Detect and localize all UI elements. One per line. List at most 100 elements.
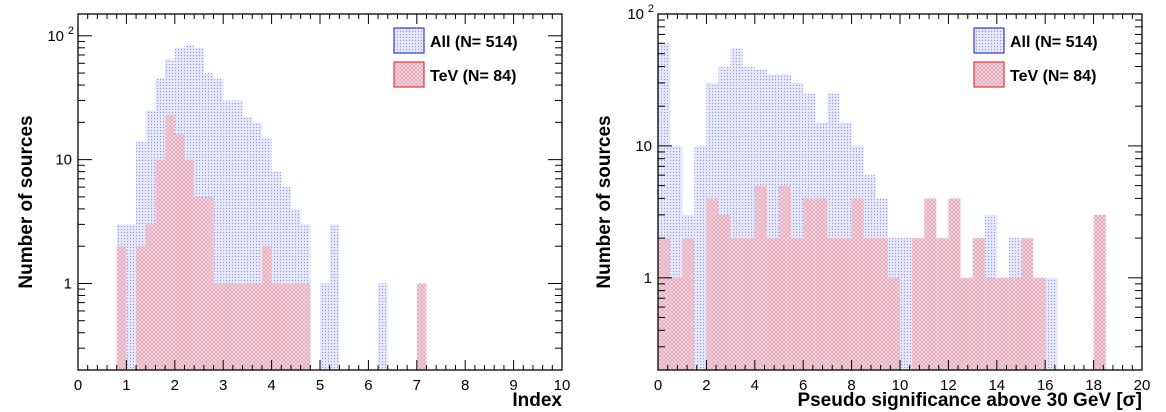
bar-tev: [116, 246, 127, 370]
bar-all: [242, 117, 253, 370]
x-tick-label: 14: [988, 377, 1005, 394]
bar-tev: [815, 198, 828, 370]
x-tick-label: 9: [509, 377, 517, 394]
legend-swatch-all: [393, 27, 425, 54]
bar-tev: [184, 159, 195, 370]
legend-swatch-tev: [973, 61, 1005, 88]
y-tick-label: 1: [644, 270, 652, 287]
bar-all: [232, 100, 243, 371]
bar-all: [223, 100, 233, 371]
chart-right-significance-histogram: 0 2 4 6 8 10 12 14 16 18 20 1 10 10 2 All (N= 514) Te…: [594, 3, 1150, 411]
x-tick-label: 8: [847, 377, 855, 394]
x-tick-label: 20: [1134, 377, 1151, 394]
legend-label-all: All (N= 514): [430, 34, 518, 51]
legend-swatch-all: [973, 27, 1005, 54]
x-axis-ticks: 0 1 2 3 4 5 6 7 8 9 10: [74, 14, 571, 394]
chart-left-index-histogram: 0 1 2 3 4 5 6 7 8 9 10 1 10 10 2 All (N= 514) TeV (N=…: [16, 13, 571, 411]
bar-tev: [203, 196, 214, 370]
bar-all: [378, 283, 388, 370]
x-axis-ticks: 0 2 4 6 8 10 12 14 16 18 20: [654, 14, 1151, 394]
bar-tev: [718, 214, 731, 370]
bar-tev: [863, 238, 876, 370]
x-tick-label: 12: [940, 377, 957, 394]
bar-tev: [682, 238, 695, 370]
y-tick-label: 10 2: [47, 25, 74, 45]
bar-tev: [948, 198, 961, 370]
bar-tev: [290, 283, 301, 370]
legend-label-all: All (N= 514): [1010, 34, 1098, 51]
x-tick-label: 2: [171, 377, 179, 394]
y-tick-label: 10: [635, 138, 652, 155]
bar-tev: [1008, 277, 1021, 370]
bar-tev: [670, 277, 683, 370]
bar-tev: [827, 238, 840, 370]
bar-tev: [984, 277, 997, 370]
x-axis-title: Pseudo significance above 30 GeV [σ]: [797, 390, 1142, 411]
legend: All (N= 514) TeV (N= 84): [973, 27, 1098, 88]
bar-all: [329, 224, 340, 370]
bar-tev: [658, 238, 671, 370]
x-tick-label: 3: [219, 377, 227, 394]
y-tick-label: 10 2: [627, 3, 654, 23]
x-tick-label: 6: [364, 377, 372, 394]
bar-tev: [766, 238, 779, 370]
x-tick-label: 4: [267, 377, 275, 394]
bar-tev: [887, 277, 900, 370]
bar-tev: [730, 238, 743, 370]
x-tick-label: 5: [316, 377, 324, 394]
x-tick-label: 7: [413, 377, 421, 394]
bar-tev: [194, 196, 204, 370]
bar-tev: [960, 277, 973, 370]
bar-tev: [232, 283, 243, 370]
x-tick-label: 1: [122, 377, 130, 394]
series-tev-bars: [658, 185, 1106, 370]
x-tick-label: 2: [702, 377, 710, 394]
bar-tev: [145, 224, 156, 370]
bar-all: [320, 283, 330, 370]
bar-tev: [281, 283, 291, 370]
bar-tev: [742, 238, 755, 370]
x-tick-label: 6: [799, 377, 807, 394]
x-axis-title: Index: [512, 390, 562, 411]
bar-tev: [223, 283, 233, 370]
bar-all: [271, 171, 282, 370]
bar-tev: [839, 238, 852, 370]
bar-tev: [936, 238, 949, 370]
bar-all: [900, 238, 913, 370]
x-tick-label: 16: [1037, 377, 1054, 394]
x-tick-label: 10: [554, 377, 571, 394]
bar-tev: [300, 283, 311, 370]
series-tev-bars: [116, 114, 427, 370]
bar-tev: [1021, 238, 1034, 370]
bar-tev: [912, 238, 925, 370]
bar-all: [1045, 277, 1058, 370]
bar-tev: [851, 198, 864, 370]
legend-swatch-tev: [393, 61, 425, 88]
y-tick-label: 1: [64, 275, 72, 292]
bar-tev: [416, 283, 427, 370]
legend-label-tev: TeV (N= 84): [430, 68, 516, 85]
bar-all: [126, 224, 137, 370]
x-tick-label: 10: [892, 377, 909, 394]
bar-tev: [996, 277, 1009, 370]
bar-tev: [779, 185, 792, 370]
bar-all: [213, 78, 224, 371]
y-tick-exponent: 2: [68, 25, 74, 37]
bar-tev: [924, 198, 937, 370]
bar-tev: [1033, 277, 1046, 370]
bar-tev: [791, 238, 804, 370]
bar-tev: [754, 185, 767, 370]
bar-tev: [242, 283, 253, 370]
bar-tev: [875, 238, 888, 370]
bar-tev: [706, 198, 719, 370]
y-axis-title: Number of sources: [594, 115, 615, 288]
bar-tev: [155, 159, 166, 370]
y-tick-exponent: 2: [648, 3, 654, 15]
bar-tev: [972, 238, 985, 370]
bar-tev: [174, 134, 185, 370]
legend-label-tev: TeV (N= 84): [1010, 68, 1096, 85]
x-tick-label: 0: [654, 377, 662, 394]
bar-tev: [1093, 214, 1106, 370]
bar-tev: [271, 283, 282, 370]
